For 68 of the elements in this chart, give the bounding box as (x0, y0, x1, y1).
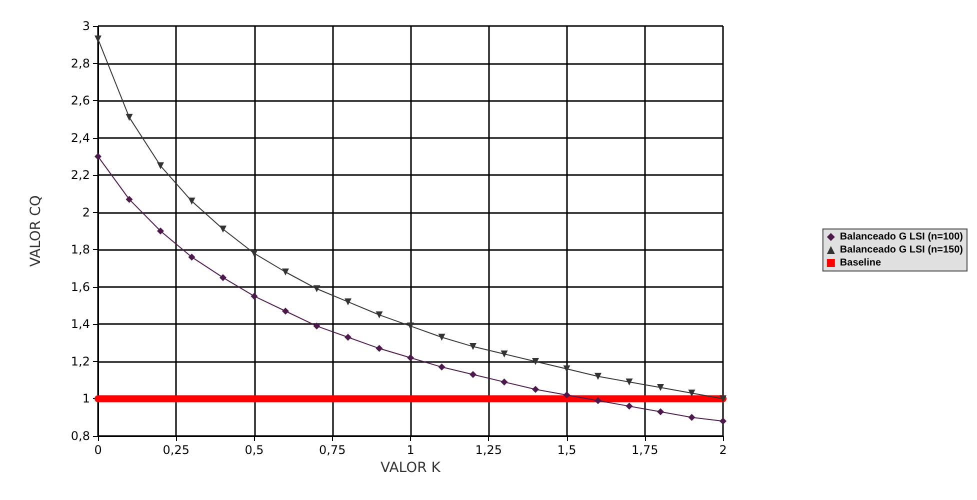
y-tick-label: 2,4 (70, 130, 90, 145)
x-tick-label: 1,25 (475, 443, 502, 457)
point (594, 372, 602, 380)
point (250, 292, 258, 300)
point (438, 334, 446, 341)
x-axis-title: VALOR K (380, 460, 442, 476)
y-tick-label: 1 (82, 392, 90, 406)
point (657, 408, 664, 416)
point (126, 114, 133, 121)
point (563, 392, 570, 398)
x-tick-label: 1,5 (557, 443, 576, 457)
point (657, 384, 664, 392)
point (344, 298, 352, 306)
x-tick-label: 1,75 (632, 443, 658, 457)
y-tick-label: 2,6 (70, 94, 90, 108)
point (220, 226, 226, 233)
x-tick-label: 0,75 (319, 443, 346, 457)
y-tick-label: 1,4 (70, 317, 90, 332)
legend-label: Balanceado G LSI (n=100) (840, 232, 964, 242)
point (407, 354, 414, 362)
point (500, 350, 508, 358)
x-tick-label: 0,25 (162, 443, 190, 457)
point (407, 322, 414, 330)
point (188, 254, 196, 261)
point (626, 378, 633, 386)
y-tick-label: 2,2 (70, 168, 90, 182)
point (470, 343, 476, 350)
point (438, 364, 446, 371)
point (157, 162, 164, 170)
point (532, 386, 539, 393)
point (313, 285, 320, 292)
point (313, 322, 320, 330)
y-tick-label: 2,8 (70, 56, 90, 70)
x-tick-label: 0 (94, 443, 102, 457)
y-tick-label: 1,2 (70, 354, 90, 368)
point (594, 397, 602, 404)
point (532, 358, 539, 365)
point (720, 395, 726, 402)
y-tick-label: 2 (82, 205, 90, 220)
point (563, 365, 570, 372)
point (688, 414, 696, 421)
y-tick-label: 0,8 (70, 429, 90, 443)
y-tick-label: 3 (82, 19, 90, 33)
y-tick-label: 1,8 (70, 242, 90, 257)
x-tick-label: 1 (406, 443, 414, 457)
x-tick-label: 2 (719, 443, 727, 457)
point (282, 308, 289, 315)
point (626, 402, 633, 410)
legend-label: Baseline (840, 258, 882, 268)
point (376, 311, 383, 318)
point (94, 152, 102, 160)
point (500, 378, 508, 386)
point (376, 344, 383, 352)
point (126, 196, 133, 203)
point (720, 418, 726, 425)
point (250, 250, 258, 257)
x-tick-label: 0,5 (244, 443, 264, 457)
y-tick-label: 1,6 (70, 280, 90, 294)
point (220, 274, 226, 282)
point (94, 36, 102, 43)
legend-label: Balanceado G LSI (n=150) (840, 244, 964, 256)
point (282, 268, 289, 276)
point (157, 228, 164, 234)
point (188, 198, 196, 205)
point (688, 390, 696, 397)
y-axis-title: VALOR CQ (28, 195, 44, 267)
point (344, 334, 352, 341)
point (470, 371, 476, 378)
